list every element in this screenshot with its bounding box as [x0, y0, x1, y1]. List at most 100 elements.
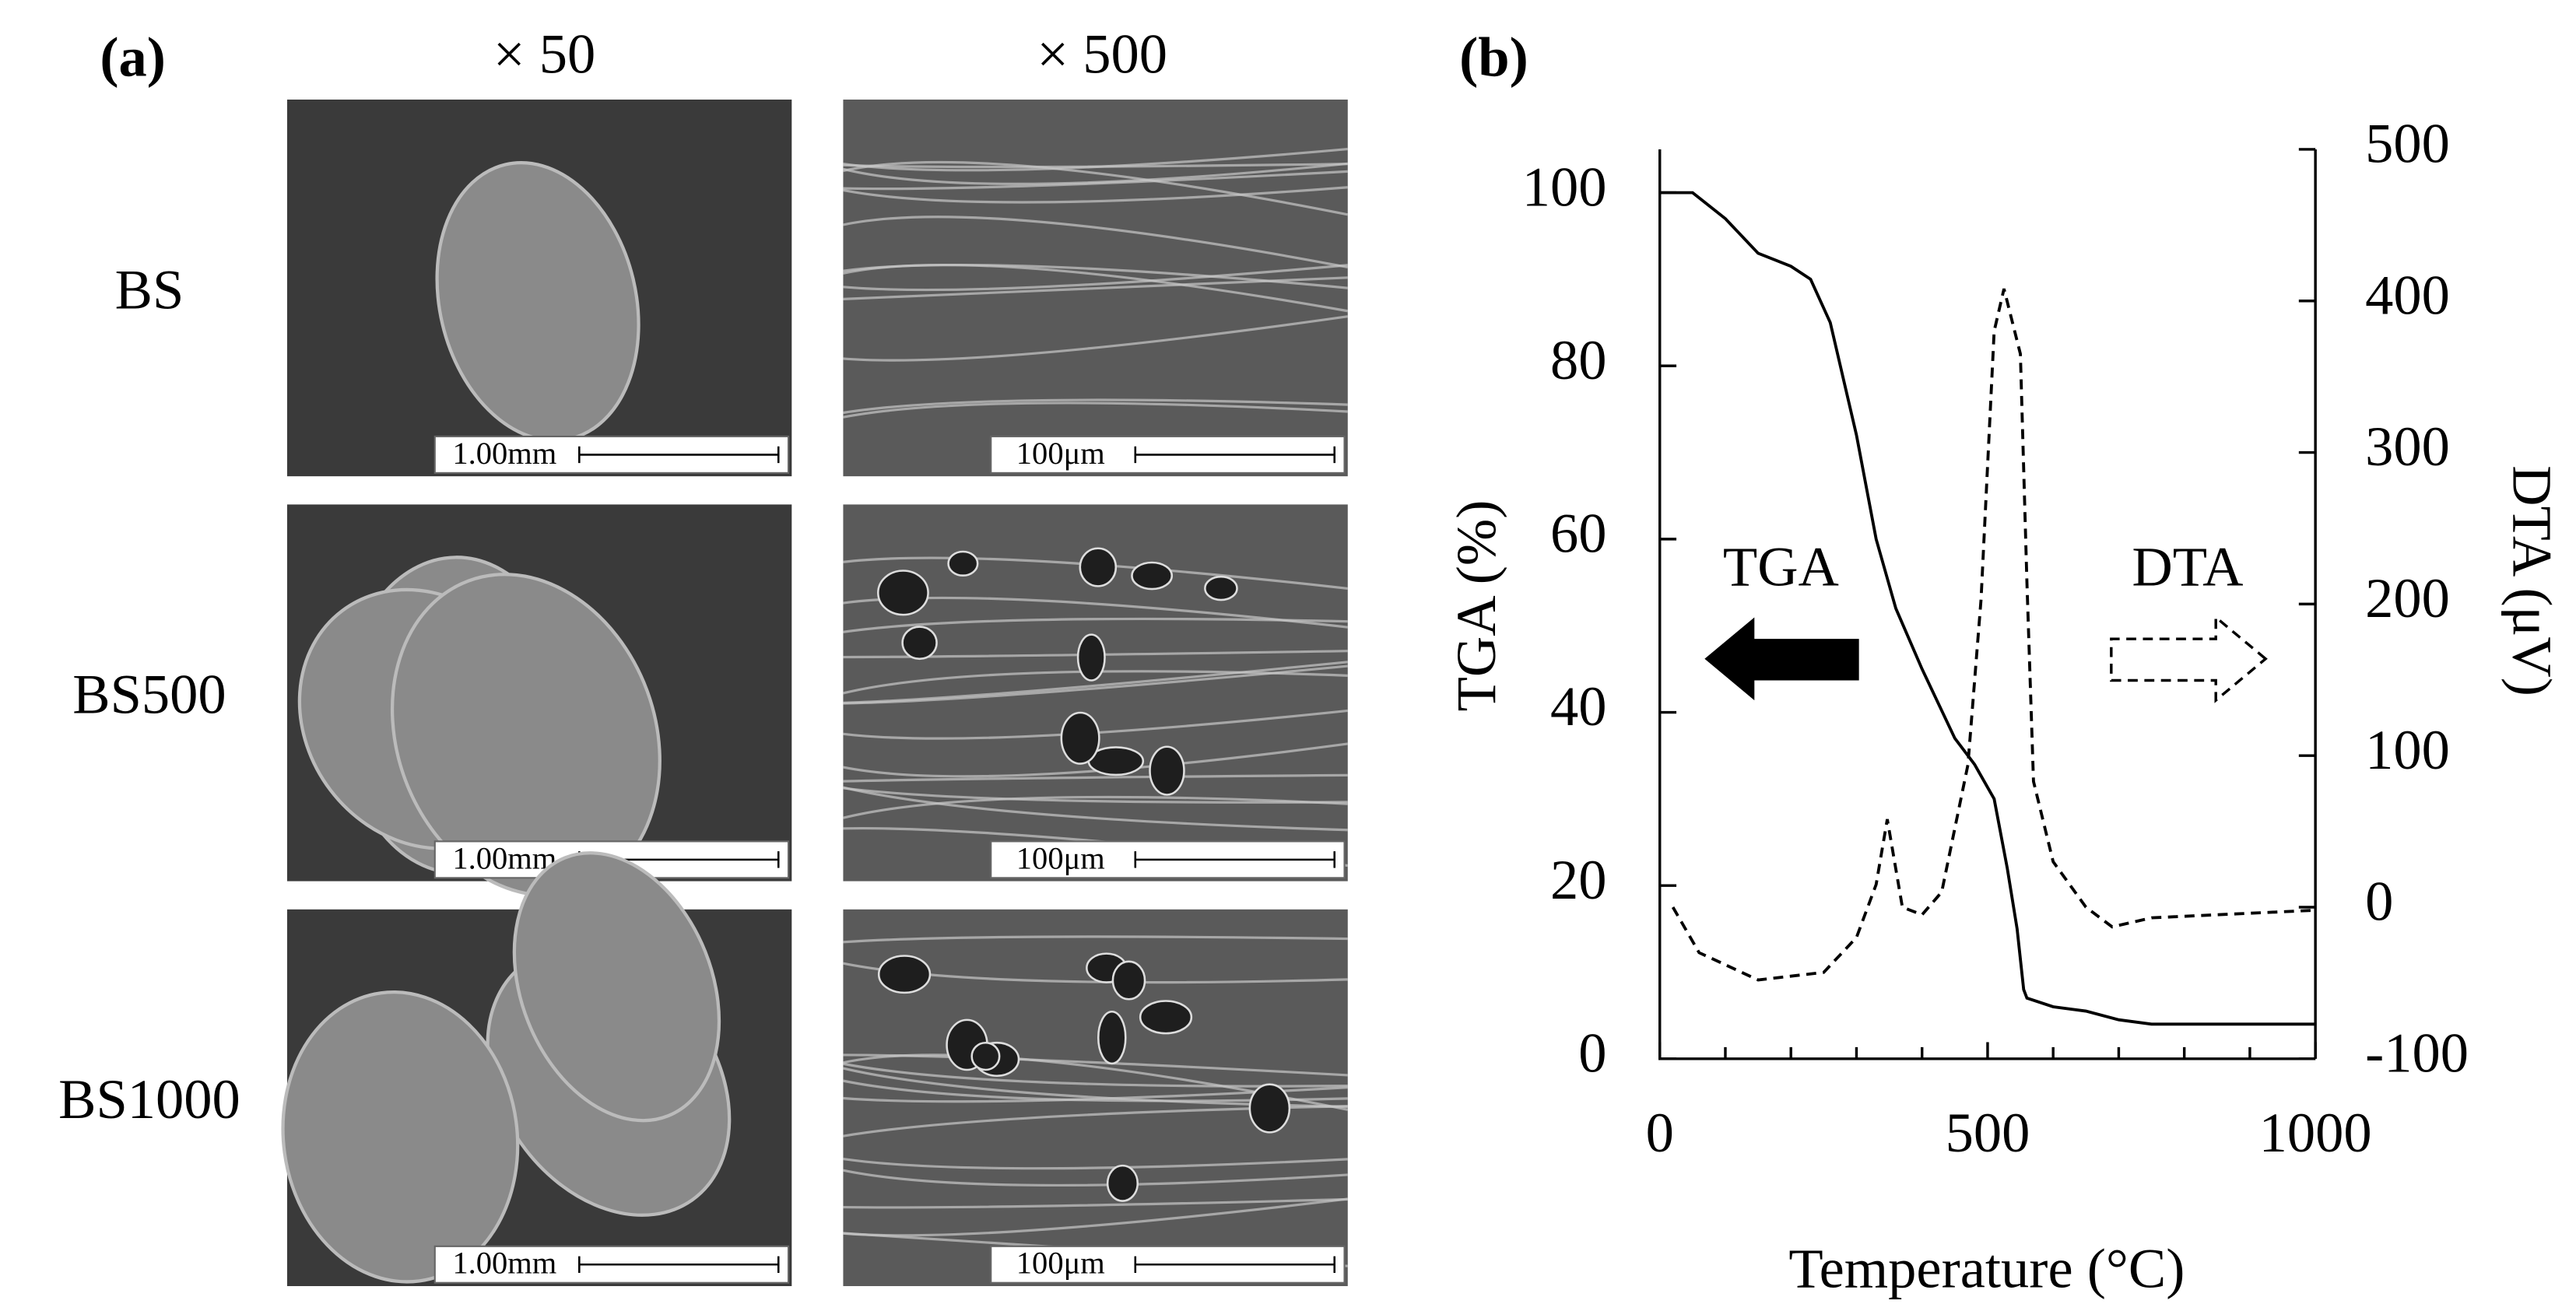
y-tick-label: 100 — [1522, 155, 1607, 218]
y-axis-label: TGA (%) — [1444, 500, 1507, 712]
texture — [843, 1079, 1348, 1102]
panel-label: (b) — [1459, 26, 1528, 89]
texture — [843, 398, 1348, 415]
texture — [843, 401, 1348, 419]
annotation: TGA — [1723, 535, 1839, 598]
scale-bar — [578, 446, 780, 464]
scale-bar-label: 1.00mm — [452, 436, 556, 471]
texture — [843, 556, 1348, 591]
grain — [512, 851, 721, 1123]
texture — [843, 787, 1348, 804]
column-header: × 50 — [493, 22, 596, 85]
y2-tick-label: -100 — [2365, 1021, 2469, 1084]
pore — [1149, 745, 1185, 796]
texture — [843, 1197, 1348, 1209]
sem-image: 100μm — [843, 909, 1349, 1287]
texture — [843, 160, 1349, 216]
scale-bar-label: 100μm — [1016, 1246, 1105, 1281]
scale-bar-label: 100μm — [1016, 840, 1105, 875]
axis-line — [1658, 149, 2317, 1060]
texture — [843, 162, 1348, 185]
texture — [843, 1169, 1348, 1187]
texture — [843, 263, 1348, 289]
texture — [843, 1053, 1349, 1111]
texture — [843, 264, 1348, 292]
y-tick-label: 60 — [1550, 502, 1606, 565]
sem-image: 100μm — [843, 99, 1349, 477]
scale-bar-label: 1.00mm — [452, 1246, 556, 1281]
pore — [901, 626, 938, 661]
pore — [1131, 561, 1174, 591]
row-label: BS — [115, 258, 184, 321]
row-label: BS500 — [72, 663, 226, 726]
sem-image: 1.00mm — [286, 99, 792, 477]
scale-bar — [1134, 1256, 1335, 1273]
scale-bar-label: 100μm — [1016, 436, 1105, 471]
pore — [1111, 960, 1146, 1001]
column-header: × 500 — [1037, 22, 1167, 85]
pore — [1060, 711, 1100, 765]
sem-image: 100μm — [843, 504, 1348, 882]
texture — [843, 935, 1348, 944]
pore — [1079, 547, 1118, 587]
x-tick-label: 500 — [1946, 1101, 2030, 1164]
pore — [1204, 575, 1238, 601]
texture — [843, 742, 1348, 778]
pore — [970, 1041, 1001, 1071]
pore — [1139, 1000, 1193, 1035]
texture — [843, 795, 1348, 819]
texture — [843, 773, 1348, 783]
pore — [1076, 633, 1106, 682]
texture — [843, 664, 1348, 705]
texture — [843, 786, 1348, 832]
pore — [1097, 1010, 1127, 1065]
x-tick-label: 0 — [1646, 1101, 1674, 1164]
scale-bar — [578, 1256, 780, 1273]
texture — [843, 1086, 1348, 1103]
x-tick-label: 1000 — [2259, 1101, 2372, 1164]
y2-axis-label: DTA (μV) — [2501, 465, 2564, 696]
row-label: BS1000 — [58, 1067, 240, 1130]
texture — [843, 216, 1349, 269]
y-tick-label: 0 — [1578, 1021, 1606, 1084]
texture — [843, 276, 1348, 300]
scale-bar — [1134, 446, 1335, 464]
pore — [1248, 1083, 1291, 1134]
texture — [843, 1067, 1348, 1108]
y2-tick-label: 500 — [2365, 112, 2450, 175]
y2-tick-label: 200 — [2365, 566, 2450, 629]
texture — [843, 1062, 1348, 1088]
texture — [843, 1105, 1348, 1137]
texture — [843, 709, 1348, 740]
pore — [876, 570, 929, 616]
pore — [1106, 1164, 1139, 1202]
y-tick-label: 20 — [1550, 848, 1606, 911]
scale-bar-label: 1.00mm — [452, 840, 556, 875]
texture — [843, 617, 1348, 633]
y-tick-label: 40 — [1550, 675, 1606, 738]
scale-bar — [1134, 851, 1335, 868]
texture — [843, 1157, 1348, 1170]
y2-tick-label: 400 — [2365, 263, 2450, 326]
texture — [843, 147, 1348, 172]
sem-image: 1.00mm — [286, 504, 792, 898]
y2-tick-label: 300 — [2365, 415, 2450, 478]
pore — [877, 955, 932, 994]
sem-image: 1.00mm — [281, 851, 792, 1287]
dta-arrow — [2110, 614, 2268, 703]
tga-arrow — [1704, 617, 1859, 701]
y2-tick-label: 0 — [2365, 870, 2393, 933]
panel-label: (a) — [100, 26, 166, 89]
texture — [843, 650, 1348, 659]
data-line — [1671, 288, 2316, 982]
pore — [947, 550, 979, 577]
y-tick-label: 80 — [1550, 328, 1606, 391]
texture — [843, 1197, 1348, 1237]
texture — [843, 170, 1348, 191]
annotation: DTA — [2132, 535, 2243, 598]
x-axis-label: Temperature (°C) — [1788, 1237, 2185, 1300]
texture — [843, 186, 1348, 204]
grain — [281, 990, 520, 1284]
